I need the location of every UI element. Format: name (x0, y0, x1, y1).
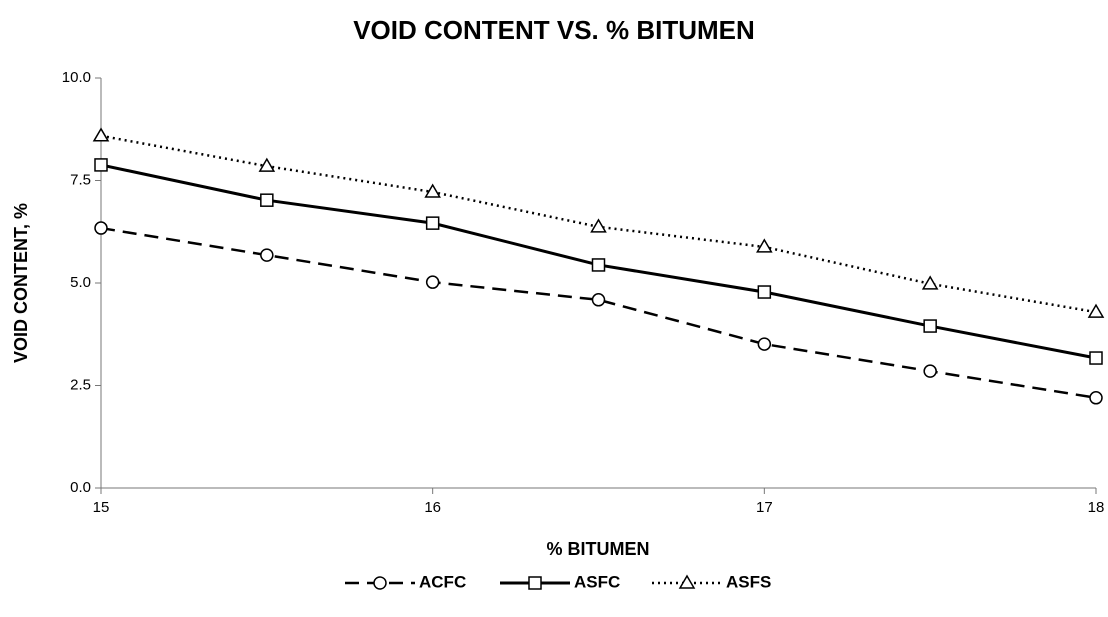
marker (1089, 391, 1103, 405)
marker (258, 157, 276, 172)
marker (921, 275, 939, 290)
legend-marker (678, 574, 696, 589)
marker (591, 293, 606, 307)
y-tick-label: 2.5 (70, 376, 91, 393)
marker (425, 275, 440, 289)
marker (757, 337, 772, 351)
marker (94, 221, 108, 235)
marker (756, 238, 773, 253)
marker (590, 218, 607, 233)
legend-marker (528, 576, 542, 590)
y-tick-label: 7.5 (70, 171, 91, 188)
chart-title: VOID CONTENT VS. % BITUMEN (353, 15, 755, 45)
legend-label: ASFC (574, 572, 620, 591)
marker (260, 248, 274, 262)
marker (94, 158, 108, 172)
y-tick-label: 5.0 (70, 274, 91, 291)
marker (591, 258, 606, 272)
x-tick-label: 16 (424, 499, 441, 516)
legend-marker (373, 576, 387, 590)
legend-label: ASFS (726, 572, 771, 591)
x-axis-label: % BITUMEN (547, 539, 650, 559)
marker (424, 183, 441, 198)
marker (923, 364, 937, 378)
marker (1089, 351, 1103, 365)
marker (757, 285, 772, 299)
marker (1087, 303, 1105, 318)
x-tick-label: 17 (756, 499, 773, 516)
y-tick-label: 10.0 (62, 69, 91, 86)
marker (923, 319, 937, 333)
line (100, 226, 1097, 400)
y-tick-label: 0.0 (70, 479, 91, 496)
marker (260, 193, 274, 207)
marker (425, 216, 440, 230)
y-axis-label: VOID CONTENT, % (11, 203, 31, 363)
legend-label: ACFC (419, 572, 466, 591)
x-tick-label: 15 (93, 499, 110, 516)
marker (92, 127, 110, 142)
x-tick-label: 18 (1088, 499, 1105, 516)
